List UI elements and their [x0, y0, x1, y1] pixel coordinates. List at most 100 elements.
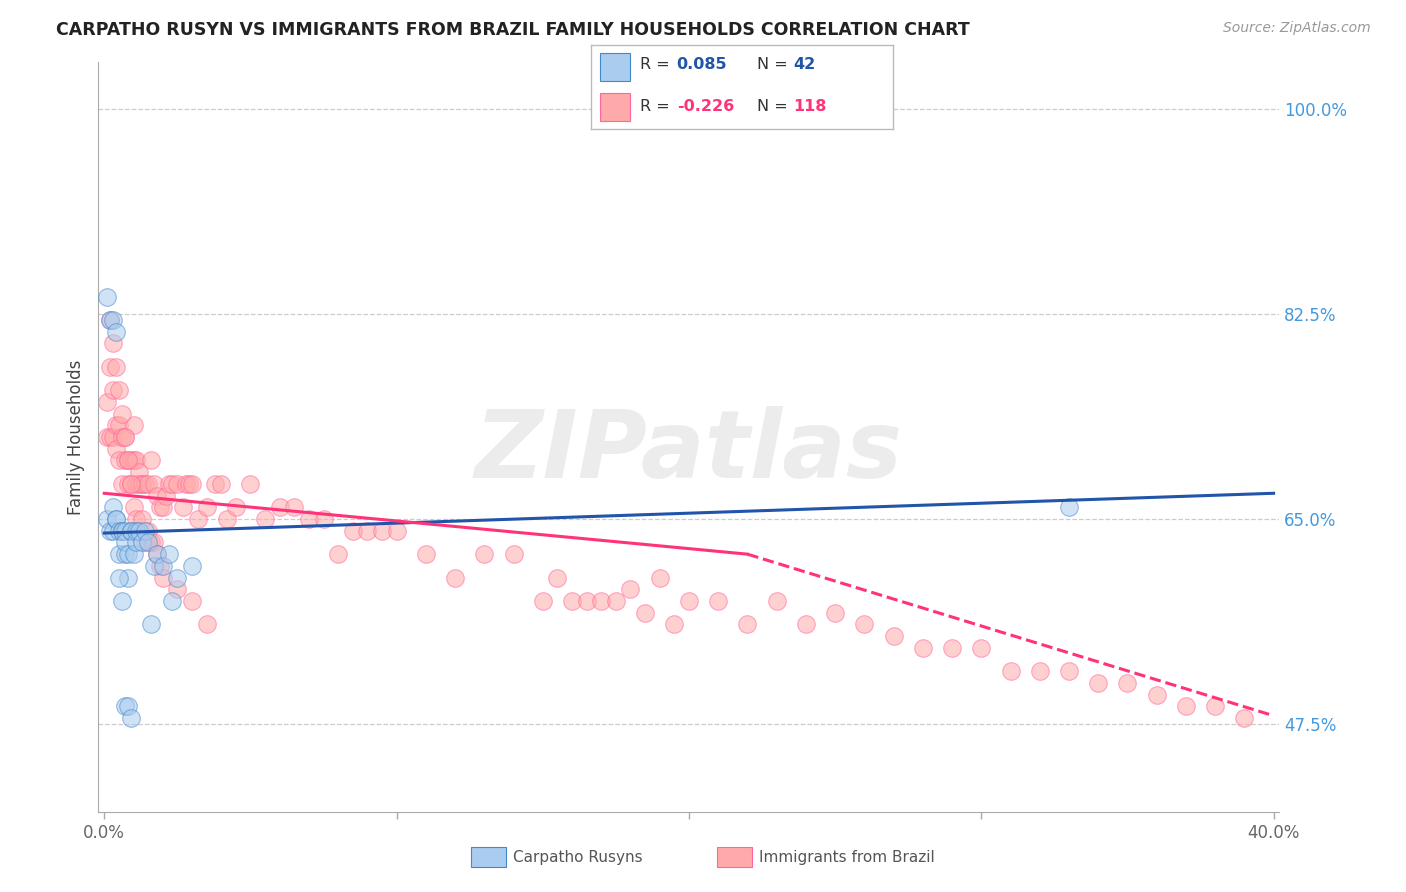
Point: [707, 594, 730, 608]
Point: [385, 524, 408, 538]
Point: [298, 512, 321, 526]
Point: [225, 500, 247, 515]
Point: [531, 594, 554, 608]
Point: [117, 547, 139, 561]
Point: [111, 524, 134, 538]
Point: [108, 453, 131, 467]
Point: [111, 476, 134, 491]
Point: [824, 606, 846, 620]
Text: 42: 42: [793, 57, 815, 72]
Point: [195, 617, 218, 632]
Point: [143, 558, 166, 573]
Point: [561, 594, 583, 608]
Point: [131, 476, 153, 491]
Point: [104, 418, 127, 433]
Text: 0.085: 0.085: [676, 57, 727, 72]
Point: [970, 640, 993, 655]
Point: [131, 512, 153, 526]
Point: [134, 535, 156, 549]
Text: N =: N =: [756, 98, 793, 113]
Point: [155, 489, 177, 503]
Point: [125, 535, 148, 549]
Point: [149, 558, 172, 573]
Point: [96, 430, 118, 444]
Point: [152, 558, 174, 573]
Point: [160, 476, 183, 491]
Point: [108, 547, 131, 561]
Point: [96, 395, 118, 409]
Point: [326, 547, 349, 561]
Point: [101, 336, 124, 351]
Point: [143, 476, 166, 491]
Point: [187, 512, 209, 526]
Text: R =: R =: [640, 98, 675, 113]
Point: [678, 594, 700, 608]
Point: [177, 476, 200, 491]
Point: [120, 476, 142, 491]
Point: [312, 512, 335, 526]
Point: [794, 617, 817, 632]
Point: [157, 476, 180, 491]
Point: [111, 524, 134, 538]
Point: [98, 359, 121, 374]
Text: Carpatho Rusyns: Carpatho Rusyns: [513, 850, 643, 864]
Point: [1087, 676, 1109, 690]
Point: [114, 524, 136, 538]
Point: [502, 547, 524, 561]
Point: [114, 547, 136, 561]
Point: [765, 594, 787, 608]
Point: [941, 640, 963, 655]
Point: [149, 500, 172, 515]
Text: -0.226: -0.226: [676, 98, 734, 113]
Point: [157, 547, 180, 561]
Point: [117, 699, 139, 714]
Point: [1146, 688, 1168, 702]
Point: [1204, 699, 1226, 714]
Point: [128, 476, 150, 491]
Point: [98, 313, 121, 327]
Point: [356, 524, 378, 538]
Point: [117, 453, 139, 467]
Point: [174, 476, 197, 491]
Point: [104, 512, 127, 526]
Point: [114, 430, 136, 444]
Point: [117, 571, 139, 585]
Point: [136, 476, 159, 491]
Bar: [599, 94, 630, 120]
Point: [125, 524, 148, 538]
Point: [131, 476, 153, 491]
Point: [111, 430, 134, 444]
Point: [575, 594, 598, 608]
Point: [96, 289, 118, 303]
Point: [136, 535, 159, 549]
Text: CARPATHO RUSYN VS IMMIGRANTS FROM BRAZIL FAMILY HOUSEHOLDS CORRELATION CHART: CARPATHO RUSYN VS IMMIGRANTS FROM BRAZIL…: [56, 21, 970, 38]
Point: [101, 383, 124, 397]
Point: [125, 453, 148, 467]
Point: [911, 640, 934, 655]
Point: [111, 407, 134, 421]
Point: [853, 617, 876, 632]
Point: [108, 418, 131, 433]
Point: [120, 524, 142, 538]
Point: [172, 500, 194, 515]
Point: [128, 524, 150, 538]
Point: [101, 500, 124, 515]
Point: [648, 571, 671, 585]
Point: [128, 524, 150, 538]
Point: [146, 547, 169, 561]
Point: [1000, 664, 1022, 678]
Point: [737, 617, 759, 632]
Point: [181, 594, 204, 608]
Point: [1174, 699, 1197, 714]
Bar: [599, 54, 630, 80]
Point: [254, 512, 277, 526]
Point: [619, 582, 641, 597]
Text: Immigrants from Brazil: Immigrants from Brazil: [759, 850, 935, 864]
Point: [1029, 664, 1052, 678]
Point: [664, 617, 686, 632]
Point: [101, 524, 124, 538]
Point: [1116, 676, 1139, 690]
Point: [181, 476, 204, 491]
Point: [117, 453, 139, 467]
Point: [1233, 711, 1256, 725]
